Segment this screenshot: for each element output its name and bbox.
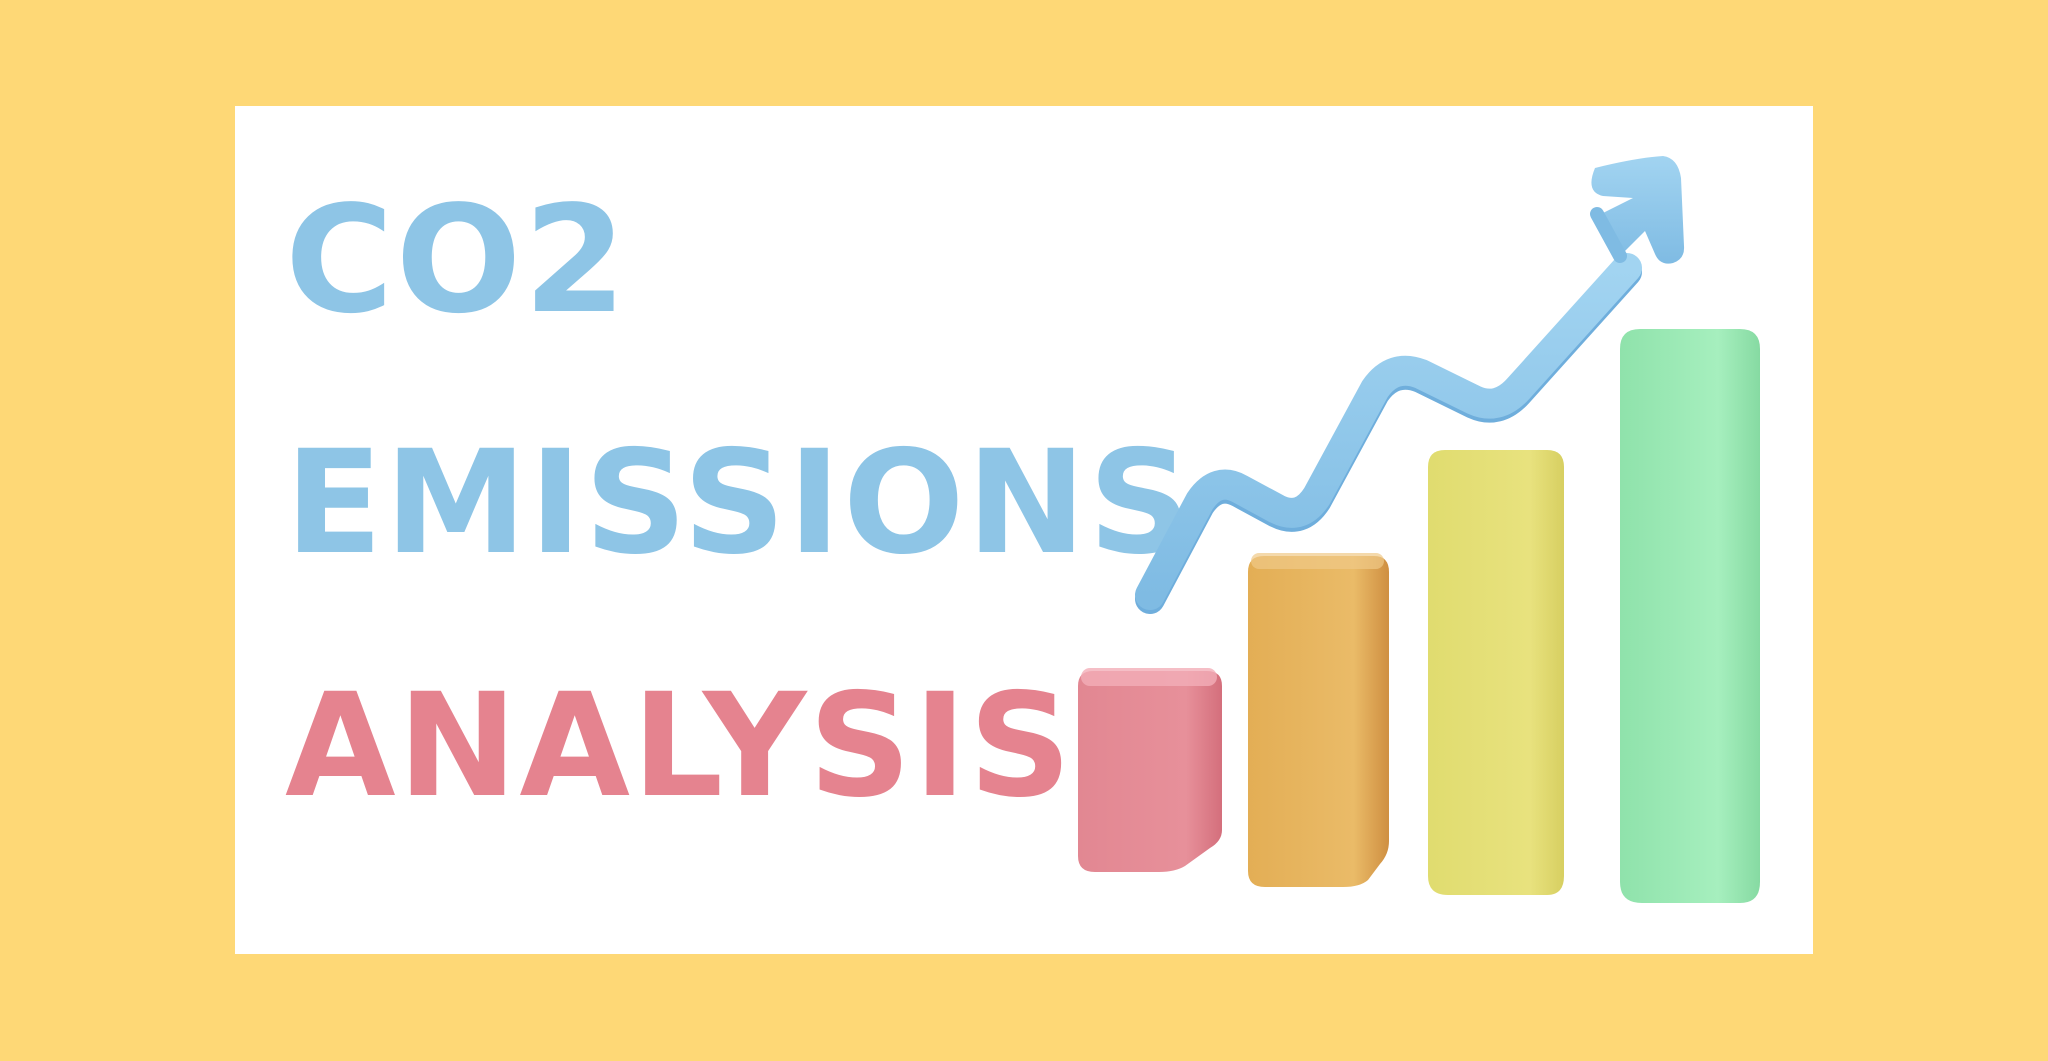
growth-chart-illustration <box>1078 156 1760 903</box>
title-line-analysis: ANALYSIS <box>285 662 1074 829</box>
bar-4 <box>1620 329 1760 903</box>
trend-up-arrow-icon <box>1135 156 1685 614</box>
bar-2 <box>1248 553 1389 887</box>
title-line-emissions: EMISSIONS <box>285 419 1194 586</box>
title-line-co2: CO2 <box>285 174 629 346</box>
bar-3 <box>1428 450 1564 895</box>
title-card: CO2 EMISSIONS ANALYSIS <box>235 106 1813 954</box>
bar-1 <box>1078 668 1222 872</box>
